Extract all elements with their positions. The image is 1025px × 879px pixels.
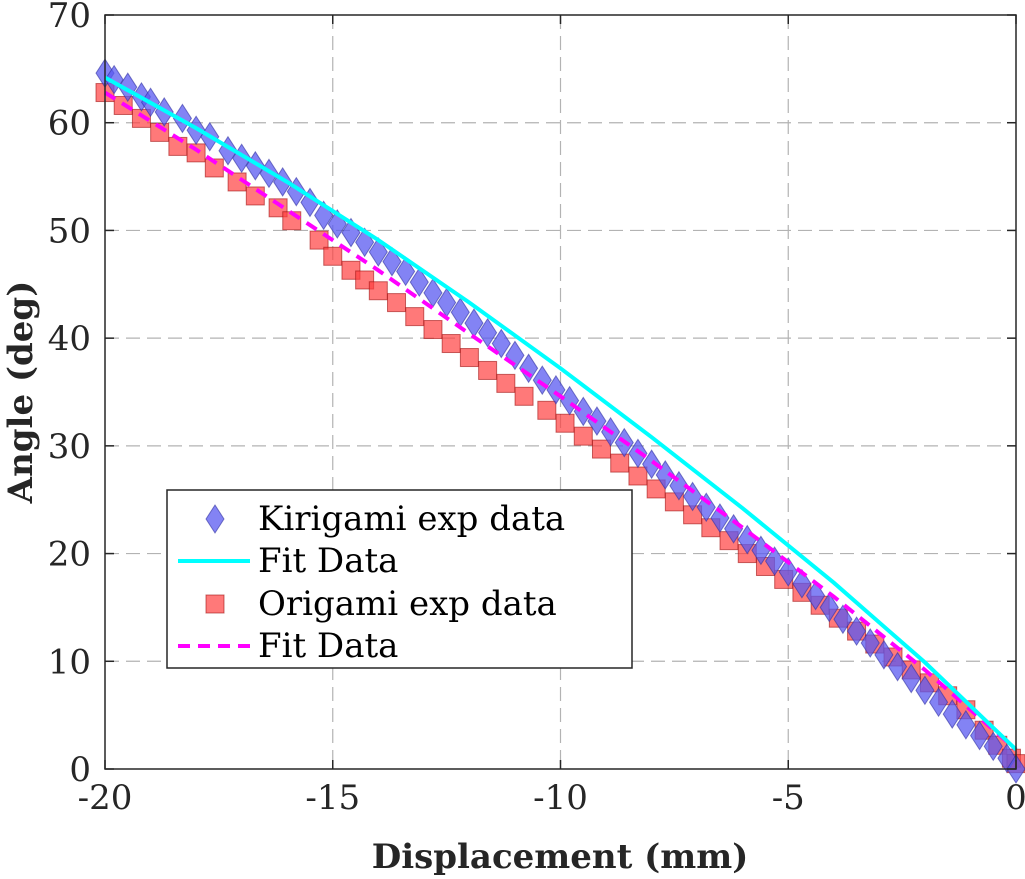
origami-fit-line: [103, 90, 1018, 752]
kirigami-point: [846, 616, 867, 647]
series-fit-data-3: [103, 90, 1018, 752]
kirigami-point: [696, 492, 716, 523]
origami-point: [323, 246, 343, 266]
kirigami-point: [956, 709, 976, 740]
x-axis-title: Displacement (mm): [372, 837, 749, 877]
origami-point: [387, 293, 407, 313]
origami-point: [368, 281, 388, 301]
kirigami-point: [887, 651, 908, 682]
ticks: -20 -15 -10 -5 0 0 10 20 30 40 50 60 70: [48, 0, 1025, 818]
origami-point: [610, 453, 630, 473]
origami-point: [628, 466, 648, 486]
origami-point: [423, 320, 443, 340]
x-tick-label: 0: [1005, 778, 1025, 818]
kirigami-point: [792, 568, 812, 599]
origami-point: [591, 439, 611, 459]
origami-point: [537, 400, 557, 420]
y-tick-label: 10: [48, 642, 91, 682]
y-tick-label: 0: [69, 750, 91, 790]
y-tick-label: 70: [48, 0, 91, 36]
legend-diamond-marker: [205, 504, 225, 534]
legend-label: Fit Data: [258, 541, 398, 581]
x-tick-label: -15: [305, 778, 360, 818]
legend-box: [166, 489, 633, 669]
kirigami-point: [819, 592, 839, 623]
kirigami-point: [969, 720, 990, 751]
kirigami-point: [860, 628, 880, 658]
origami-point: [514, 386, 534, 406]
legend-label: Fit Data: [258, 626, 398, 666]
kirigami-point: [764, 546, 785, 577]
y-tick-label: 40: [48, 319, 91, 359]
x-tick-label: -20: [78, 778, 133, 818]
origami-point: [441, 334, 461, 354]
origami-point: [459, 348, 479, 368]
legend-label: Origami exp data: [258, 584, 557, 624]
kirigami-point: [915, 675, 935, 706]
series-layer: [95, 58, 1025, 784]
x-tick-label: -10: [533, 778, 588, 818]
y-axis-title: Angle (deg): [1, 281, 41, 505]
y-tick-label: 30: [48, 427, 91, 467]
origami-point: [478, 360, 498, 380]
kirigami-point: [409, 267, 429, 298]
y-tick-label: 20: [48, 535, 91, 575]
legend-square-marker: [205, 594, 225, 614]
kirigami-point: [901, 663, 921, 694]
y-tick-label: 60: [48, 104, 91, 144]
kirigami-point: [519, 353, 539, 384]
kirigami-point: [874, 639, 894, 670]
kirigami-fit-line: [104, 75, 1018, 752]
kirigami-point: [642, 449, 662, 480]
origami-point: [405, 307, 425, 327]
origami-point: [245, 186, 265, 206]
x-tick-label: -5: [772, 778, 805, 818]
kirigami-point: [478, 317, 498, 348]
kirigami-point: [942, 699, 962, 729]
y-tick-label: 50: [48, 211, 91, 251]
origami-point: [555, 413, 575, 433]
kirigami-point: [928, 687, 949, 718]
kirigami-point: [983, 731, 1003, 762]
origami-point: [573, 426, 593, 446]
series-fit-data-1: [104, 75, 1018, 752]
kirigami-point: [833, 604, 853, 635]
legend-label: Kirigami exp data: [258, 499, 565, 539]
kirigami-point: [778, 556, 798, 587]
origami-point: [496, 373, 516, 393]
